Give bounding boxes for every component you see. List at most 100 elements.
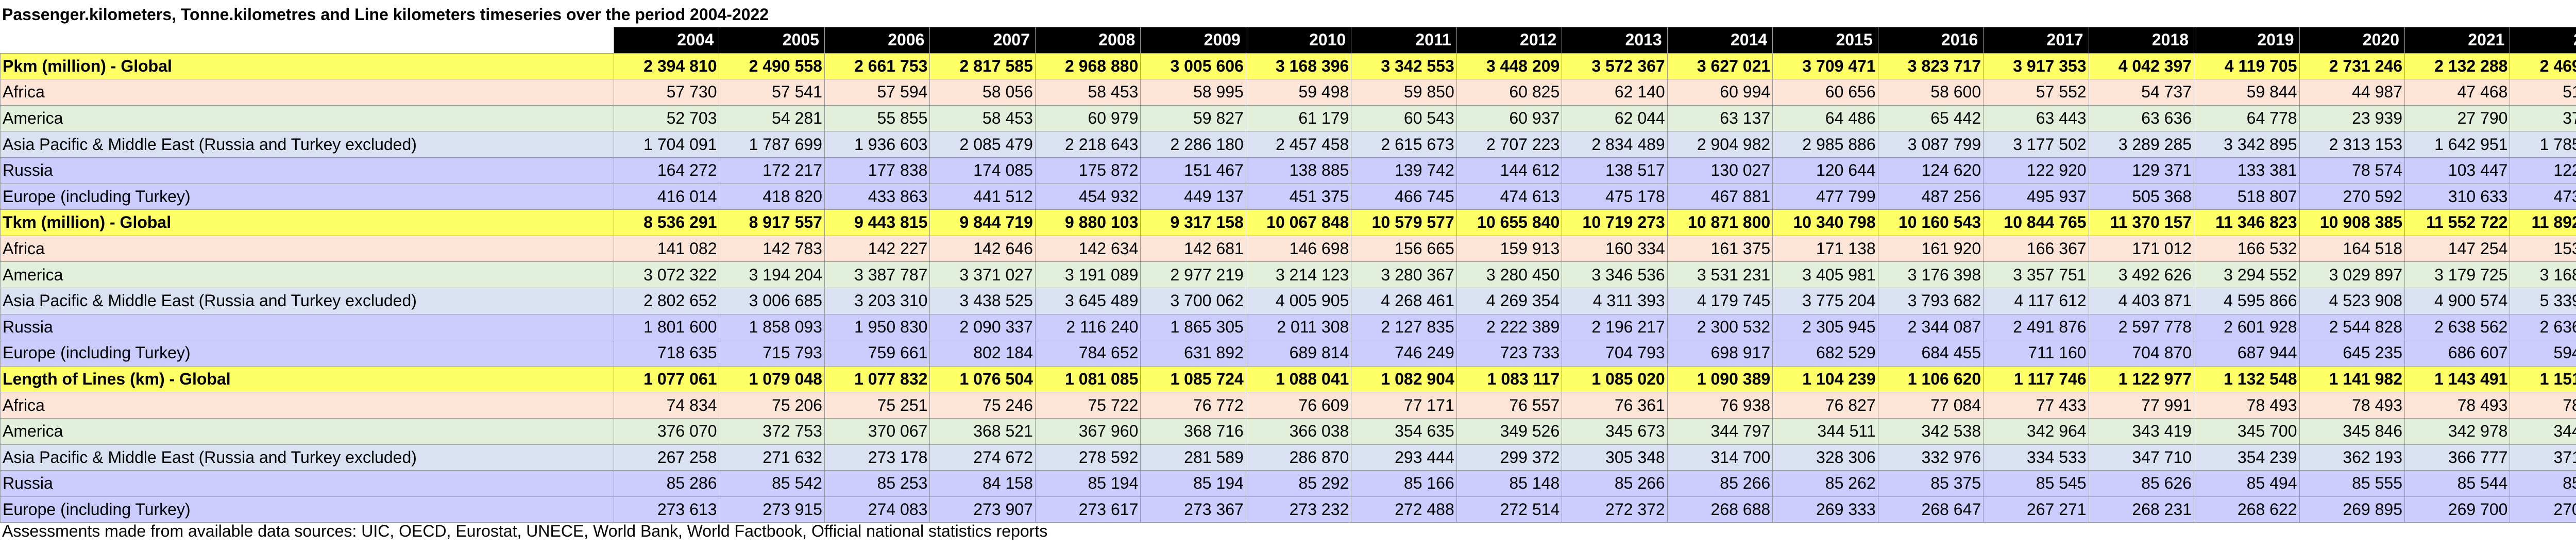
value-cell[interactable]: 4 042 397 — [2088, 53, 2195, 80]
row-label[interactable]: America — [0, 418, 615, 445]
year-header-2011[interactable]: 2011 — [1351, 27, 1457, 54]
value-cell[interactable]: 267 258 — [614, 444, 720, 471]
value-cell[interactable]: 4 005 905 — [1245, 287, 1352, 314]
row-label[interactable]: Asia Pacific & Middle East (Russia and T… — [0, 287, 615, 314]
value-cell[interactable]: 345 673 — [1562, 418, 1668, 445]
value-cell[interactable]: 1 801 600 — [614, 313, 720, 341]
value-cell[interactable]: 164 272 — [614, 157, 720, 184]
value-cell[interactable]: 10 844 765 — [1983, 209, 2089, 236]
value-cell[interactable]: 418 820 — [719, 183, 825, 210]
value-cell[interactable]: 314 700 — [1667, 444, 1773, 471]
value-cell[interactable]: 342 538 — [1877, 418, 1984, 445]
value-cell[interactable]: 4 179 745 — [1667, 287, 1773, 314]
value-cell[interactable]: 2 090 337 — [929, 313, 1036, 341]
value-cell[interactable]: 10 340 798 — [1772, 209, 1878, 236]
value-cell[interactable]: 366 777 — [2404, 444, 2511, 471]
value-cell[interactable]: 85 544 — [2404, 470, 2511, 497]
value-cell[interactable]: 57 594 — [824, 79, 930, 106]
value-cell[interactable]: 3 775 204 — [1772, 287, 1878, 314]
row-label[interactable]: Africa — [0, 392, 615, 419]
value-cell[interactable]: 62 044 — [1562, 105, 1668, 132]
value-cell[interactable]: 487 256 — [1877, 183, 1984, 210]
value-cell[interactable]: 3 168 230 — [2510, 261, 2576, 288]
value-cell[interactable]: 372 753 — [719, 418, 825, 445]
value-cell[interactable]: 345 846 — [2299, 418, 2405, 445]
value-cell[interactable]: 3 700 062 — [1140, 287, 1246, 314]
value-cell[interactable]: 449 137 — [1140, 183, 1246, 210]
year-header-2009[interactable]: 2009 — [1140, 27, 1246, 54]
value-cell[interactable]: 332 976 — [1877, 444, 1984, 471]
row-label[interactable]: Length of Lines (km) - Global — [0, 366, 615, 393]
value-cell[interactable]: 8 536 291 — [614, 209, 720, 236]
row-label[interactable]: Europe (including Turkey) — [0, 183, 615, 210]
value-cell[interactable]: 85 286 — [614, 470, 720, 497]
value-cell[interactable]: 2 802 652 — [614, 287, 720, 314]
value-cell[interactable]: 76 609 — [1245, 392, 1352, 419]
value-cell[interactable]: 273 915 — [719, 496, 825, 523]
value-cell[interactable]: 60 543 — [1351, 105, 1457, 132]
value-cell[interactable]: 10 160 543 — [1877, 209, 1984, 236]
value-cell[interactable]: 122 762 — [2510, 157, 2576, 184]
value-cell[interactable]: 711 160 — [1983, 340, 2089, 367]
row-label[interactable]: Asia Pacific & Middle East (Russia and T… — [0, 131, 615, 158]
value-cell[interactable]: 4 311 393 — [1562, 287, 1668, 314]
value-cell[interactable]: 78 493 — [2404, 392, 2511, 419]
value-cell[interactable]: 133 381 — [2194, 157, 2300, 184]
value-cell[interactable]: 129 371 — [2088, 157, 2195, 184]
value-cell[interactable]: 85 545 — [1983, 470, 2089, 497]
value-cell[interactable]: 1 082 904 — [1351, 366, 1457, 393]
value-cell[interactable]: 3 280 367 — [1351, 261, 1457, 288]
value-cell[interactable]: 2 116 240 — [1035, 313, 1141, 341]
value-cell[interactable]: 85 292 — [1245, 470, 1352, 497]
value-cell[interactable]: 153 718 — [2510, 235, 2576, 262]
value-cell[interactable]: 58 995 — [1140, 79, 1246, 106]
value-cell[interactable]: 495 937 — [1983, 183, 2089, 210]
value-cell[interactable]: 9 844 719 — [929, 209, 1036, 236]
value-cell[interactable]: 475 178 — [1562, 183, 1668, 210]
value-cell[interactable]: 64 778 — [2194, 105, 2300, 132]
row-label[interactable]: Russia — [0, 157, 615, 184]
value-cell[interactable]: 60 825 — [1456, 79, 1563, 106]
value-cell[interactable]: 58 600 — [1877, 79, 1984, 106]
value-cell[interactable]: 171 138 — [1772, 235, 1878, 262]
value-cell[interactable]: 273 367 — [1140, 496, 1246, 523]
value-cell[interactable]: 686 607 — [2404, 340, 2511, 367]
value-cell[interactable]: 166 532 — [2194, 235, 2300, 262]
value-cell[interactable]: 2 977 219 — [1140, 261, 1246, 288]
value-cell[interactable]: 10 719 273 — [1562, 209, 1668, 236]
year-header-2013[interactable]: 2013 — [1562, 27, 1668, 54]
value-cell[interactable]: 3 627 021 — [1667, 53, 1773, 80]
value-cell[interactable]: 58 453 — [1035, 79, 1141, 106]
value-cell[interactable]: 2 344 087 — [1877, 313, 1984, 341]
value-cell[interactable]: 60 656 — [1772, 79, 1878, 106]
value-cell[interactable]: 273 613 — [614, 496, 720, 523]
value-cell[interactable]: 3 645 489 — [1035, 287, 1141, 314]
value-cell[interactable]: 278 592 — [1035, 444, 1141, 471]
value-cell[interactable]: 9 443 815 — [824, 209, 930, 236]
value-cell[interactable]: 441 512 — [929, 183, 1036, 210]
value-cell[interactable]: 270 814 — [2510, 496, 2576, 523]
value-cell[interactable]: 689 814 — [1245, 340, 1352, 367]
value-cell[interactable]: 59 498 — [1245, 79, 1352, 106]
value-cell[interactable]: 715 793 — [719, 340, 825, 367]
value-cell[interactable]: 704 793 — [1562, 340, 1668, 367]
value-cell[interactable]: 124 620 — [1877, 157, 1984, 184]
value-cell[interactable]: 1 085 724 — [1140, 366, 1246, 393]
value-cell[interactable]: 2 127 835 — [1351, 313, 1457, 341]
value-cell[interactable]: 175 872 — [1035, 157, 1141, 184]
value-cell[interactable]: 1 117 746 — [1983, 366, 2089, 393]
value-cell[interactable]: 267 271 — [1983, 496, 2089, 523]
value-cell[interactable]: 77 084 — [1877, 392, 1984, 419]
value-cell[interactable]: 1 858 093 — [719, 313, 825, 341]
value-cell[interactable]: 60 994 — [1667, 79, 1773, 106]
value-cell[interactable]: 1 076 504 — [929, 366, 1036, 393]
value-cell[interactable]: 4 900 574 — [2404, 287, 2511, 314]
value-cell[interactable]: 76 557 — [1456, 392, 1563, 419]
value-cell[interactable]: 85 375 — [1877, 470, 1984, 497]
value-cell[interactable]: 467 881 — [1667, 183, 1773, 210]
value-cell[interactable]: 10 871 800 — [1667, 209, 1773, 236]
value-cell[interactable]: 1 787 699 — [719, 131, 825, 158]
row-label[interactable]: Pkm (million) - Global — [0, 53, 615, 80]
year-header-2007[interactable]: 2007 — [929, 27, 1036, 54]
value-cell[interactable]: 3 072 322 — [614, 261, 720, 288]
